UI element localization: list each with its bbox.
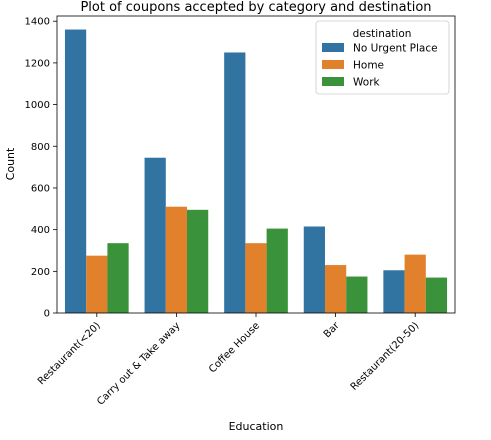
plot-area (64, 29, 448, 314)
legend-frame (315, 20, 450, 95)
legend-swatch (322, 77, 344, 86)
bar-1-0 (86, 255, 108, 313)
y-tick-label: 400 (31, 225, 50, 236)
y-tick-label: 1400 (25, 17, 50, 28)
bar-0-3 (303, 226, 325, 313)
legend-label: No Urgent Place (353, 43, 438, 55)
legend-title: destination (353, 28, 412, 40)
legend-label: Home (353, 60, 384, 72)
y-tick-label: 0 (44, 309, 50, 320)
bar-2-2 (266, 228, 288, 313)
bar-0-0 (64, 29, 87, 314)
x-tick-label: Bar (322, 320, 342, 340)
chart-title: Plot of coupons accepted by category and… (80, 0, 431, 15)
bar-2-0 (107, 243, 129, 313)
bar-0-1 (144, 157, 166, 313)
x-axis: Restaurant(<20)Carry out & Take away Coff… (36, 313, 421, 408)
y-tick-label: 600 (31, 183, 50, 194)
bar-0-4 (383, 270, 405, 313)
legend: destination No Urgent Place Home Work (315, 20, 450, 95)
bar-0-2 (224, 52, 246, 313)
y-tick-label: 1000 (25, 100, 50, 111)
legend-label: Work (353, 77, 381, 89)
bar-2-4 (425, 277, 448, 313)
legend-swatch (322, 43, 344, 52)
legend-swatch (322, 60, 344, 69)
y-axis-label: Count (4, 147, 17, 180)
bar-1-3 (324, 265, 347, 313)
x-tick-label: Restaurant(20-50) (349, 320, 422, 393)
x-tick-label: Restaurant(<20) (36, 320, 103, 387)
bar-2-1 (187, 209, 209, 313)
bar-1-2 (245, 243, 267, 313)
y-tick-label: 1200 (25, 58, 50, 69)
y-tick-label: 800 (31, 142, 50, 153)
x-axis-label: Education (229, 420, 284, 433)
legend-items: No Urgent Place Home Work (322, 43, 438, 89)
y-tick-label: 200 (31, 267, 50, 278)
x-tick-label: Coffee House (207, 320, 262, 375)
x-tick-label: Carry out & Take away (95, 320, 182, 407)
bar-1-4 (404, 254, 426, 313)
y-axis: 0 200 400 600 800 1000 1200 1400 (25, 17, 57, 320)
bar-2-3 (346, 276, 368, 313)
bar-1-1 (165, 206, 188, 313)
